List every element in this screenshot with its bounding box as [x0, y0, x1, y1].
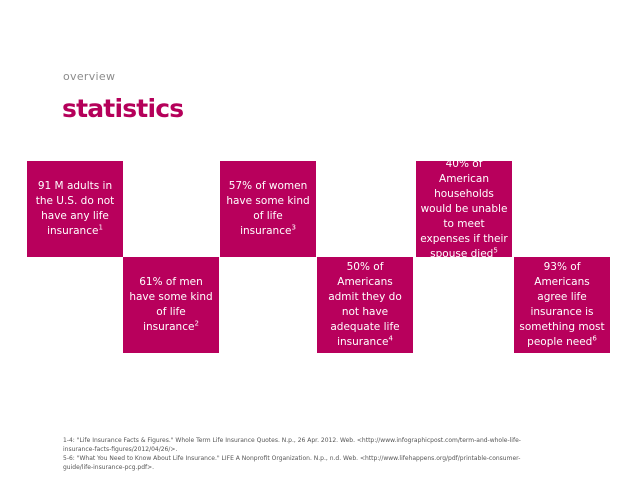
stat-tile-men-insured: 61% of men have some kind of life insura…	[123, 257, 219, 353]
stat-tile-households-expenses: 40% of American households would be unab…	[416, 157, 512, 260]
footnote-ref: 6	[592, 334, 597, 343]
stat-text: 93% of Americans agree life insurance is…	[519, 261, 605, 348]
stat-text: 57% of women have some kind of life insu…	[226, 180, 310, 237]
footnote-ref: 4	[388, 334, 393, 343]
stat-tile-uninsured-adults: 91 M adults in the U.S. do not have any …	[27, 161, 123, 257]
footnote-ref: 1	[98, 223, 103, 232]
footnote-1-4: 1-4: "Life Insurance Facts & Figures." W…	[63, 437, 521, 453]
footnote-5-6: 5-6: "What You Need to Know About Life I…	[63, 455, 521, 471]
stat-tile-women-insured: 57% of women have some kind of life insu…	[220, 161, 316, 257]
section-overline: overview	[63, 70, 116, 83]
page-title: statistics	[62, 94, 184, 123]
stat-text: 40% of American households would be unab…	[420, 157, 508, 260]
stat-text: 91 M adults in the U.S. do not have any …	[35, 180, 115, 237]
stat-tile-inadequate-coverage: 50% of Americans admit they do not have …	[317, 257, 413, 353]
stat-tile-agree-need: 93% of Americans agree life insurance is…	[514, 257, 610, 353]
footnote-ref: 5	[493, 246, 498, 254]
footnotes: 1-4: "Life Insurance Facts & Figures." W…	[63, 436, 533, 472]
stat-text: 50% of Americans admit they do not have …	[328, 261, 402, 348]
footnote-ref: 2	[194, 319, 199, 328]
stat-text: 61% of men have some kind of life insura…	[129, 276, 213, 333]
footnote-ref: 3	[291, 223, 296, 232]
